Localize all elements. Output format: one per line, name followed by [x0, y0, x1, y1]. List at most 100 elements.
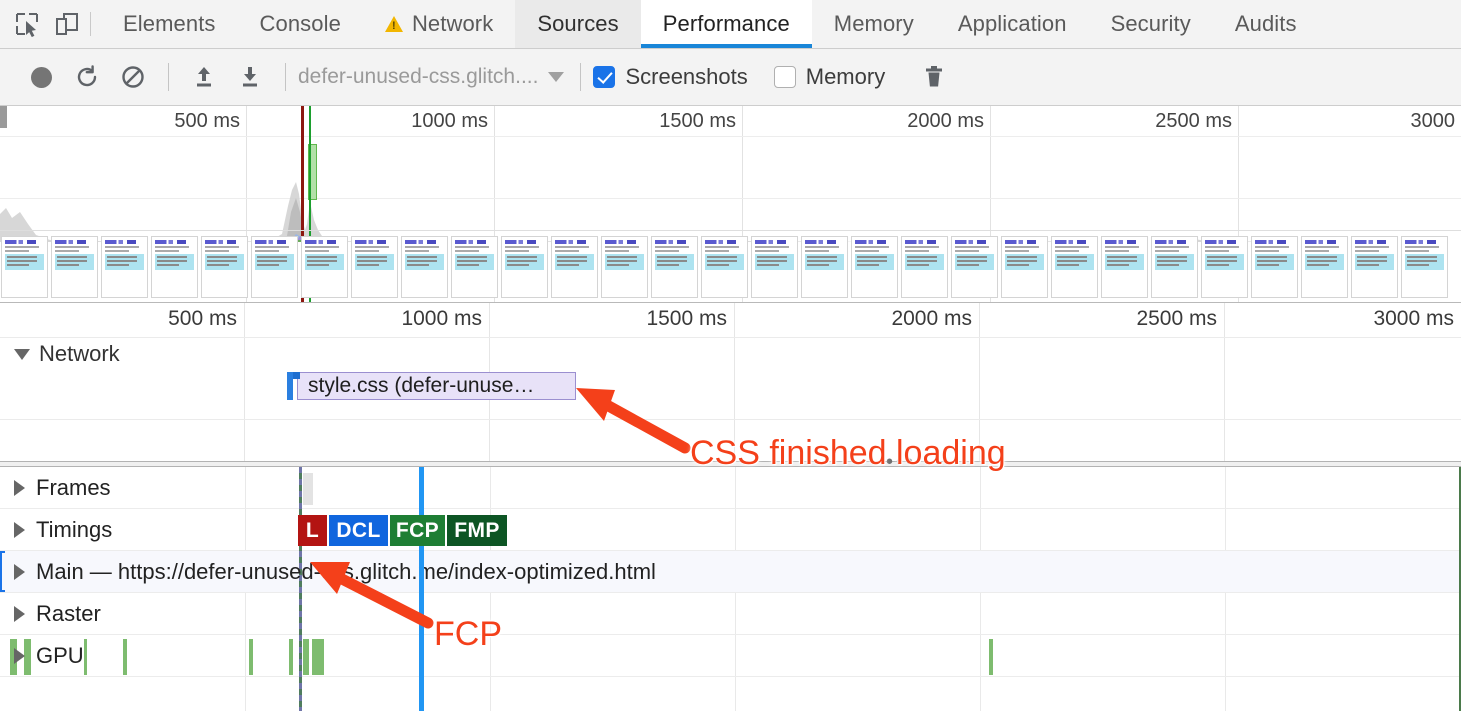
filmstrip-frame[interactable]: [1051, 235, 1098, 298]
filmstrip-frame[interactable]: [501, 235, 548, 298]
filmstrip-frame[interactable]: [201, 235, 248, 298]
filmstrip-frame[interactable]: [1201, 235, 1248, 298]
tab-console[interactable]: Console: [238, 0, 363, 48]
network-group-header[interactable]: Network: [0, 337, 120, 371]
gpu-event-bar[interactable]: [84, 639, 87, 675]
filmstrip-frame[interactable]: [101, 235, 148, 298]
reload-and-profile-button[interactable]: [64, 56, 110, 98]
timing-label: DCL: [336, 518, 381, 542]
timeline-overview[interactable]: 500 ms 1000 ms 1500 ms 2000 ms 2500 ms 3…: [0, 106, 1461, 303]
filmstrip-frame[interactable]: [701, 235, 748, 298]
gpu-event-bar[interactable]: [989, 639, 993, 675]
frame-chip[interactable]: [303, 473, 313, 505]
track-label: Frames: [36, 474, 111, 500]
clear-button[interactable]: [110, 56, 156, 98]
timing-marker-load[interactable]: L: [298, 515, 327, 546]
inspect-element-icon[interactable]: [14, 11, 40, 37]
filmstrip-frame[interactable]: [651, 235, 698, 298]
filmstrip-frame[interactable]: [451, 235, 498, 298]
warning-icon: [384, 16, 403, 32]
filmstrip-frame[interactable]: [1351, 235, 1398, 298]
toolbar-divider-3: [580, 63, 582, 91]
profile-select-value: defer-unused-css.glitch....: [298, 65, 539, 88]
tab-performance[interactable]: Performance: [640, 0, 812, 48]
filmstrip-frame[interactable]: [1401, 235, 1448, 298]
filmstrip-frame[interactable]: [851, 235, 898, 298]
request-wait-bar: [293, 372, 300, 379]
tab-security[interactable]: Security: [1089, 0, 1213, 48]
filmstrip-frame[interactable]: [1101, 235, 1148, 298]
filmstrip-frame[interactable]: [1, 235, 48, 298]
record-button[interactable]: [18, 56, 64, 98]
track-raster[interactable]: Raster: [0, 593, 1459, 635]
overview-tick: 2500 ms: [991, 106, 1239, 302]
overview-scroll-grip[interactable]: [0, 106, 7, 128]
panel-resizer[interactable]: [0, 461, 1461, 467]
fcp-dashed-marker-line: [299, 467, 302, 711]
tab-label: Performance: [662, 11, 790, 36]
gpu-event-bar[interactable]: [123, 639, 127, 675]
timing-marker-fcp[interactable]: FCP: [390, 515, 445, 546]
reload-icon: [77, 65, 97, 87]
load-profile-button[interactable]: [181, 56, 227, 98]
filmstrip-frame[interactable]: [601, 235, 648, 298]
filmstrip-frame[interactable]: [301, 235, 348, 298]
timing-marker-dcl[interactable]: DCL: [329, 515, 388, 546]
collect-garbage-button[interactable]: [911, 56, 957, 98]
tab-memory[interactable]: Memory: [812, 0, 936, 48]
request-label: style.css (defer-unuse…: [308, 374, 535, 397]
timing-marker-fmp[interactable]: FMP: [447, 515, 507, 546]
filmstrip-frame[interactable]: [351, 235, 398, 298]
filmstrip-frame[interactable]: [1151, 235, 1198, 298]
track-main[interactable]: Main — https://defer-unused-css.glitch.m…: [0, 551, 1459, 593]
profile-select[interactable]: defer-unused-css.glitch....: [298, 65, 568, 89]
track-row-empty: [0, 677, 1459, 711]
tab-audits[interactable]: Audits: [1213, 0, 1319, 48]
chevron-right-icon: [14, 605, 25, 622]
gpu-event-bar[interactable]: [312, 639, 324, 675]
gpu-event-bar[interactable]: [289, 639, 293, 675]
filmstrip-frame[interactable]: [801, 235, 848, 298]
filmstrip-frame[interactable]: [1251, 235, 1298, 298]
tab-sources[interactable]: Sources: [515, 0, 641, 48]
filmstrip-frame[interactable]: [401, 235, 448, 298]
filmstrip-frame[interactable]: [1001, 235, 1048, 298]
gpu-event-bar[interactable]: [249, 639, 253, 675]
track-timings[interactable]: Timings: [0, 509, 1459, 551]
filmstrip-frame[interactable]: [51, 235, 98, 298]
chevron-right-icon: [14, 647, 25, 664]
screenshots-checkbox[interactable]: Screenshots: [593, 64, 748, 90]
tab-application[interactable]: Application: [936, 0, 1089, 48]
tab-label: Memory: [833, 11, 914, 36]
track-title-timings[interactable]: Timings: [0, 517, 112, 543]
tab-elements[interactable]: Elements: [101, 0, 238, 48]
track-title-gpu[interactable]: GPU: [0, 643, 84, 669]
filmstrip-frame[interactable]: [751, 235, 798, 298]
network-tick: 2000 ms: [735, 303, 980, 467]
memory-checkbox[interactable]: Memory: [773, 64, 885, 90]
track-frames[interactable]: Frames: [0, 467, 1459, 509]
overview-tick-label: 1000 ms: [411, 110, 488, 132]
network-track-panel[interactable]: 500 ms 1000 ms 1500 ms 2000 ms 2500 ms 3…: [0, 303, 1461, 467]
save-profile-button[interactable]: [227, 56, 273, 98]
flame-chart-tracks[interactable]: Frames Timings L DCL FCP FMP Main — http…: [0, 467, 1461, 711]
filmstrip-frame[interactable]: [1301, 235, 1348, 298]
filmstrip-frame[interactable]: [151, 235, 198, 298]
gpu-event-bar[interactable]: [10, 639, 17, 675]
track-title-raster[interactable]: Raster: [0, 601, 101, 627]
device-toolbar-icon[interactable]: [54, 11, 80, 37]
gpu-event-bar[interactable]: [303, 639, 309, 675]
track-gpu[interactable]: GPU: [0, 635, 1459, 677]
filmstrip-frame[interactable]: [951, 235, 998, 298]
network-gridline: [0, 419, 1461, 420]
network-request-style-css[interactable]: style.css (defer-unuse…: [297, 372, 576, 400]
track-title-frames[interactable]: Frames: [0, 475, 111, 501]
filmstrip-frame[interactable]: [551, 235, 598, 298]
filmstrip[interactable]: [0, 230, 1461, 302]
tab-network[interactable]: Network: [363, 0, 515, 48]
gpu-event-bar[interactable]: [24, 639, 31, 675]
overview-tick: 1000 ms: [247, 106, 495, 302]
filmstrip-frame[interactable]: [251, 235, 298, 298]
track-title-main[interactable]: Main — https://defer-unused-css.glitch.m…: [0, 559, 656, 585]
filmstrip-frame[interactable]: [901, 235, 948, 298]
